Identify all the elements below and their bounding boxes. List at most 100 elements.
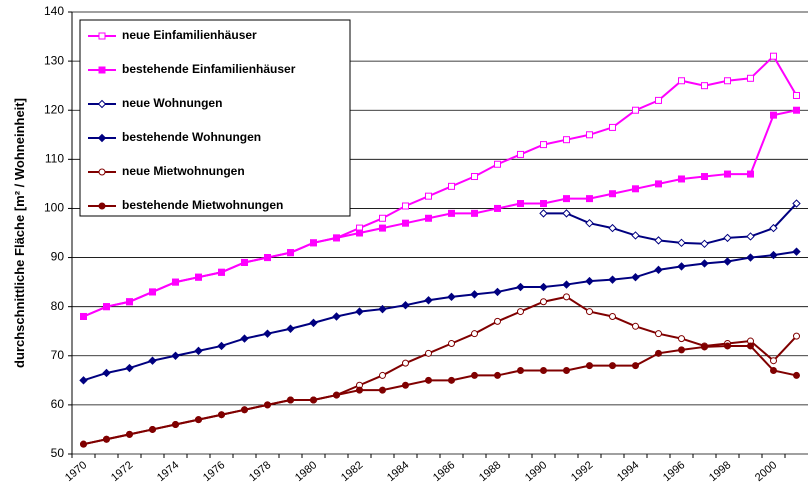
x-tick-label: 2000 [753,459,779,484]
y-tick-label: 110 [45,152,64,166]
marker [770,111,777,119]
marker [309,318,318,328]
marker [609,123,616,131]
marker [632,322,639,330]
marker [562,280,571,289]
marker [747,170,754,178]
marker [655,180,662,188]
marker [217,341,226,351]
marker [172,421,179,429]
marker [517,200,524,208]
marker [770,52,777,60]
x-tick-label: 1992 [569,459,595,484]
marker [425,192,432,200]
marker [700,239,709,249]
marker [103,303,110,311]
marker [355,307,364,316]
marker [310,239,317,247]
marker [632,362,639,370]
marker [240,334,249,343]
x-tick-label: 1990 [523,459,549,484]
marker [401,300,410,310]
marker [678,77,685,85]
marker [792,247,801,256]
y-tick-label: 90 [51,250,65,264]
marker [287,249,294,257]
marker [97,99,107,109]
marker [494,204,501,212]
marker [98,32,106,40]
marker [424,296,433,305]
marker [701,173,708,181]
y-tick-label: 130 [44,53,64,67]
marker [678,175,685,183]
marker [701,343,708,351]
marker [586,362,593,370]
y-axis-label: durchschnittliche Fläche [m² / Wohneinhe… [12,98,27,368]
marker [379,214,386,222]
marker [540,367,547,375]
marker [609,190,616,198]
marker [677,262,686,271]
x-tick-label: 1970 [63,459,89,484]
marker [516,282,525,292]
marker [333,234,340,242]
marker [126,298,133,306]
marker [632,185,639,193]
marker [103,435,110,443]
marker [654,265,663,275]
marker [102,368,111,378]
marker [310,396,317,404]
marker [793,371,800,379]
marker [769,223,778,233]
y-tick-label: 140 [44,4,64,18]
marker [264,254,271,262]
marker [654,236,663,245]
marker [80,312,87,320]
marker [379,224,386,232]
marker [793,91,800,99]
marker [402,219,409,227]
marker [792,199,801,208]
marker [379,386,386,394]
x-tick-label: 1994 [615,459,641,484]
marker [425,376,432,384]
x-tick-label: 1976 [201,459,227,484]
marker [494,317,501,325]
marker [470,290,479,299]
marker [608,275,617,284]
marker [471,209,478,217]
marker [563,136,570,144]
marker [79,376,88,385]
marker [608,223,617,233]
marker [724,170,731,178]
marker [218,411,225,419]
marker [149,425,156,433]
marker [540,298,547,306]
marker [724,77,731,85]
marker [585,218,594,228]
marker [356,229,363,237]
marker [769,250,778,260]
marker [724,342,731,350]
x-tick-label: 1986 [431,459,457,484]
marker [655,96,662,104]
marker [332,312,341,321]
y-tick-label: 120 [44,102,64,116]
marker [471,330,478,338]
marker [356,386,363,394]
marker [770,367,777,375]
x-tick-label: 1996 [661,459,687,484]
x-tick-label: 1978 [247,459,273,484]
marker [287,396,294,404]
legend-label: neue Einfamilienhäuser [122,28,257,42]
marker [471,173,478,181]
series-line [83,344,797,446]
marker [172,278,179,286]
marker [517,150,524,158]
marker [149,288,156,296]
marker [125,363,134,373]
marker [770,357,777,365]
marker [402,202,409,210]
